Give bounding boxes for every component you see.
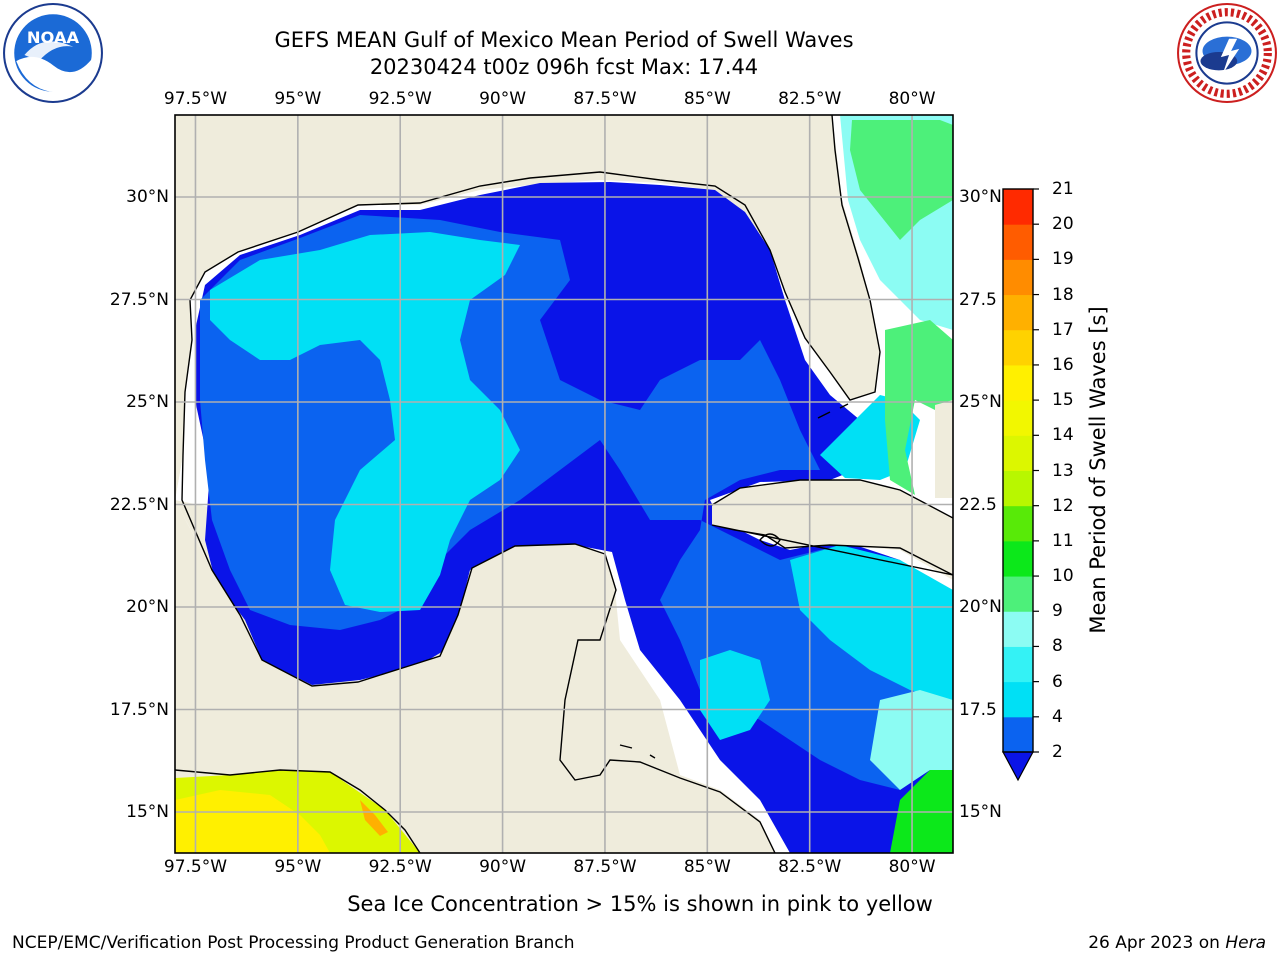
date-text: 26 Apr 2023 on	[1088, 933, 1220, 953]
colorbar-segment	[1003, 716, 1033, 753]
lon-label-top: 92.5°W	[368, 89, 432, 109]
ice-gold-patch	[175, 790, 330, 853]
band-cyan	[210, 232, 520, 612]
colorbar-segment	[1003, 611, 1033, 647]
map-frame	[174, 114, 954, 854]
coastlines	[175, 115, 953, 853]
nws-logo-icon	[1177, 3, 1277, 103]
lon-label-bottom: 80°W	[888, 857, 936, 877]
lon-label-top: 87.5°W	[573, 89, 637, 109]
colorbar-segment	[1003, 681, 1033, 718]
lat-label-left: 15°N	[126, 802, 169, 822]
lat-label-right: 15°N	[959, 802, 1002, 822]
lat-label-left: 17.5°N	[109, 699, 169, 720]
noaa-logo-icon: NOAA	[3, 3, 103, 103]
lon-label-bottom: 87.5°W	[573, 857, 637, 877]
colorbar-segment	[1003, 540, 1033, 577]
host-text: Hera	[1225, 933, 1266, 953]
colorbar-segment	[1003, 435, 1033, 471]
colorbar-segment	[1003, 259, 1033, 296]
lon-label-top: 82.5°W	[778, 89, 842, 109]
lat-label-left: 27.5°N	[109, 289, 169, 310]
lon-label-top: 90°W	[479, 89, 527, 109]
colorbar-tick-label: 15	[1052, 390, 1074, 411]
date-stamp: 26 Apr 2023 on Hera	[1088, 932, 1266, 954]
colorbar-tick-label: 18	[1052, 284, 1074, 305]
chart-subtitle: 20230424 t00z 096h fcst Max: 17.44	[369, 55, 759, 79]
lat-label-right: 20°N	[959, 597, 1002, 617]
colorbar-segment	[1003, 400, 1033, 436]
lon-label-bottom: 90°W	[479, 857, 527, 877]
colorbar-segment	[1003, 470, 1033, 507]
colorbar-segment	[1003, 224, 1033, 260]
lat-label-left: 30°N	[126, 187, 169, 207]
colorbar-tick-label: 4	[1052, 706, 1063, 727]
colorbar-tick-label: 14	[1052, 425, 1074, 446]
lat-label-left: 22.5°N	[109, 494, 169, 515]
band-cyan-carib	[700, 650, 770, 740]
lon-label-bottom: 97.5°W	[163, 857, 228, 877]
colorbar-segment	[1003, 364, 1033, 401]
lon-label-bottom: 92.5°W	[368, 857, 432, 877]
colorbar-tick-label: 21	[1052, 179, 1074, 199]
colorbar-tick-label: 10	[1052, 566, 1074, 587]
colorbar-segment	[1003, 505, 1033, 542]
band-green-ne	[850, 120, 953, 240]
gridlines	[175, 115, 953, 853]
lat-label-left: 20°N	[126, 597, 169, 617]
colorbar-tick-label: 8	[1052, 636, 1063, 657]
lat-label-right: 17.5	[959, 699, 997, 720]
lat-label-right: 27.5	[959, 289, 997, 310]
lon-label-top: 95°W	[274, 89, 322, 109]
lon-label-top: 85°W	[683, 89, 731, 109]
land-florida	[480, 115, 880, 400]
colorbar-tick-label: 17	[1052, 319, 1074, 340]
ice-orange-streak	[360, 800, 388, 836]
credit-text: NCEP/EMC/Verification Post Processing Pr…	[12, 933, 575, 953]
lon-label-top: 97.5°W	[163, 89, 228, 109]
chart-title: GEFS MEAN Gulf of Mexico Mean Period of …	[274, 28, 854, 52]
lon-label-top: 80°W	[888, 89, 936, 109]
lon-label-bottom: 82.5°W	[778, 857, 842, 877]
lat-label-right: 25°N	[959, 392, 1002, 412]
colorbar-tick-label: 2	[1052, 742, 1063, 762]
colorbar-segment	[1003, 294, 1033, 331]
colorbar	[1001, 188, 1039, 782]
colorbar-tick-label: 20	[1052, 214, 1074, 235]
lat-label-left: 25°N	[126, 392, 169, 412]
lat-label-right: 22.5	[959, 494, 997, 515]
colorbar-tick-label: 6	[1052, 671, 1063, 692]
colorbar-segment	[1003, 576, 1033, 612]
colorbar-tick-label: 13	[1052, 460, 1074, 481]
colorbar-label: Mean Period of Swell Waves [s]	[1086, 306, 1110, 634]
colorbar-tick-label: 9	[1052, 601, 1063, 622]
land-yucatan	[175, 500, 775, 853]
colorbar-under-arrow	[1001, 751, 1035, 782]
sea-ice-note: Sea Ice Concentration > 15% is shown in …	[347, 892, 933, 916]
land-bahamas	[935, 400, 953, 498]
swell-contours	[195, 115, 953, 853]
colorbar-segment	[1003, 329, 1033, 366]
colorbar-tick-label: 11	[1052, 530, 1074, 551]
colorbar-segment	[1003, 646, 1033, 683]
colorbar-segment	[1003, 189, 1033, 225]
lat-label-right: 30°N	[959, 187, 1002, 207]
noaa-logo-text: NOAA	[27, 28, 80, 47]
colorbar-tick-label: 19	[1052, 249, 1074, 270]
lon-label-bottom: 95°W	[274, 857, 322, 877]
band-green-east	[885, 320, 953, 495]
band-green-se	[890, 760, 953, 853]
land-texas	[175, 115, 480, 500]
colorbar-tick-label: 12	[1052, 495, 1074, 516]
lon-label-bottom: 85°W	[683, 857, 731, 877]
colorbar-tick-label: 16	[1052, 354, 1074, 375]
